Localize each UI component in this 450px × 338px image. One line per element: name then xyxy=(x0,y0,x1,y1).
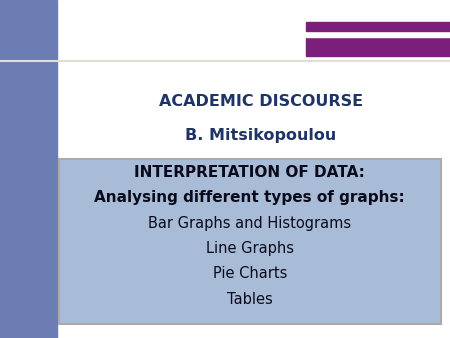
FancyBboxPatch shape xyxy=(58,159,441,324)
Bar xyxy=(306,22,450,31)
Bar xyxy=(0,0,57,338)
Text: Tables: Tables xyxy=(227,292,273,307)
Bar xyxy=(306,31,450,37)
Text: B. Mitsikopoulou: B. Mitsikopoulou xyxy=(185,128,337,143)
Text: Pie Charts: Pie Charts xyxy=(212,266,287,281)
Text: Line Graphs: Line Graphs xyxy=(206,241,294,256)
Bar xyxy=(306,37,450,56)
Text: Analysing different types of graphs:: Analysing different types of graphs: xyxy=(94,190,405,205)
Text: ACADEMIC DISCOURSE: ACADEMIC DISCOURSE xyxy=(159,94,363,109)
Text: Bar Graphs and Histograms: Bar Graphs and Histograms xyxy=(148,216,351,231)
Text: INTERPRETATION OF DATA:: INTERPRETATION OF DATA: xyxy=(134,165,365,180)
